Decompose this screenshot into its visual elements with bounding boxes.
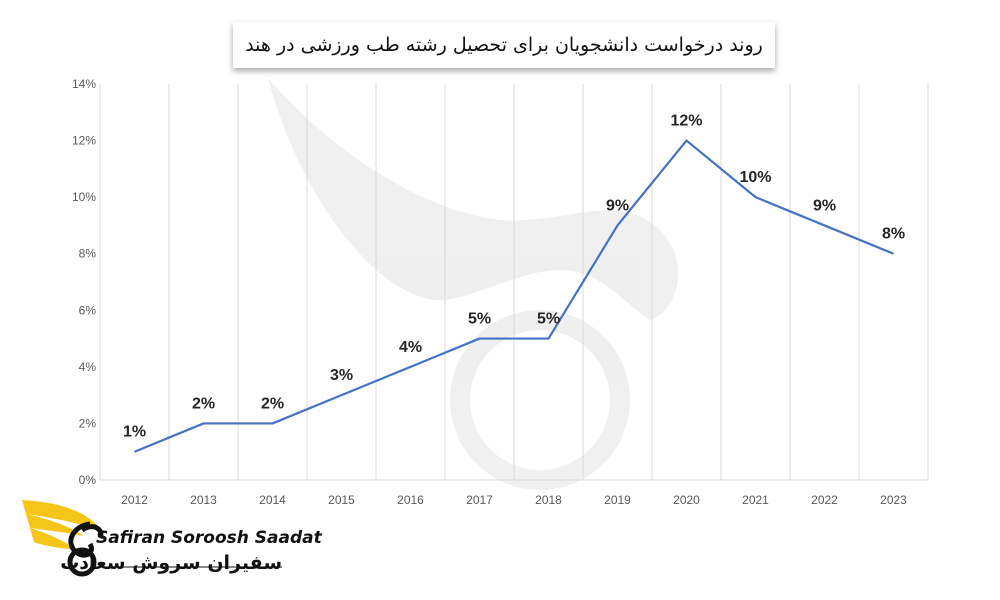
y-axis-ticks: 0% 2% 4% 6% 8% 10% 12% 14% [72,77,96,487]
x-tick-label: 2021 [742,493,769,507]
x-tick-label: 2023 [880,493,907,507]
data-label: 9% [813,197,836,214]
winged-s-logo-icon [22,500,282,577]
data-label: 3% [330,367,353,384]
data-label: 12% [670,113,702,130]
x-tick-label: 2012 [121,493,148,507]
y-tick-label: 8% [79,247,97,261]
data-label: 2% [192,395,215,412]
data-label: 5% [468,311,491,328]
y-tick-label: 14% [72,77,96,91]
series-line [134,139,894,453]
x-tick-label: 2022 [811,493,838,507]
data-label: 8% [882,226,905,243]
y-tick-label: 4% [79,360,97,374]
data-labels: 1% 2% 2% 3% 4% 5% 5% 9% 12% 10% 9% 8% [123,113,905,441]
data-label: 2% [261,395,284,412]
gridlines [99,84,929,481]
y-tick-label: 6% [79,303,97,317]
x-tick-label: 2014 [259,493,286,507]
brand-name-latin: Safiran Soroosh Saadat [96,528,322,548]
watermark-logo [268,78,679,490]
chart-title: روند درخواست دانشجویان برای تحصیل رشته ط… [233,22,775,68]
y-tick-label: 0% [79,473,97,487]
data-label: 9% [606,197,629,214]
data-label: 10% [739,169,771,186]
x-axis-ticks: 2012 2013 2014 2015 2016 2017 2018 2019 2020 2021… [121,493,907,507]
x-tick-label: 2016 [397,493,424,507]
data-label: 1% [123,424,146,441]
data-label: 5% [537,311,560,328]
y-tick-label: 12% [72,134,96,148]
data-label: 4% [399,339,422,356]
x-tick-label: 2013 [190,493,217,507]
x-tick-label: 2020 [673,493,700,507]
x-tick-label: 2019 [604,493,631,507]
y-tick-label: 2% [79,416,97,430]
x-tick-label: 2017 [466,493,493,507]
x-tick-label: 2015 [328,493,355,507]
brand-name-persian: سفیران سروش سعادت [60,552,282,574]
x-tick-label: 2018 [535,493,562,507]
y-tick-label: 10% [72,190,96,204]
